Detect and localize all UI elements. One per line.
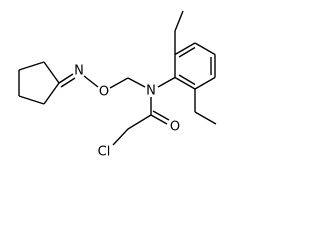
atom-label: O bbox=[170, 120, 180, 135]
atom-label: N bbox=[74, 64, 84, 79]
bonds bbox=[18, 10, 217, 146]
structure: N O N O Cl bbox=[18, 10, 217, 160]
atom-label: Cl bbox=[98, 145, 111, 160]
atom-label: N bbox=[146, 84, 156, 99]
atom-label: O bbox=[99, 85, 109, 100]
